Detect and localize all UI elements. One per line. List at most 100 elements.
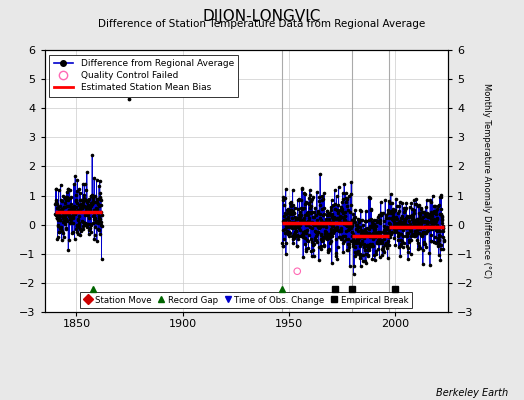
Point <box>95 195 104 202</box>
Point <box>288 210 297 217</box>
Point <box>386 221 395 227</box>
Point <box>385 242 394 248</box>
Point <box>431 220 439 226</box>
Point <box>315 244 323 251</box>
Point <box>291 229 300 236</box>
Point <box>302 222 310 228</box>
Point <box>377 239 385 246</box>
Point <box>422 228 431 235</box>
Point <box>302 220 311 226</box>
Legend: Station Move, Record Gap, Time of Obs. Change, Empirical Break: Station Move, Record Gap, Time of Obs. C… <box>80 292 412 308</box>
Point <box>433 226 442 232</box>
Point <box>433 206 441 212</box>
Point <box>329 215 337 221</box>
Point <box>58 228 66 234</box>
Point <box>315 194 323 200</box>
Point <box>329 230 337 236</box>
Point <box>342 236 351 242</box>
Point <box>343 247 351 254</box>
Point <box>421 241 429 247</box>
Point <box>93 196 102 202</box>
Point <box>74 207 83 214</box>
Point <box>399 224 407 231</box>
Point <box>288 215 296 221</box>
Point <box>298 185 307 191</box>
Point <box>328 211 336 217</box>
Point <box>381 197 389 203</box>
Point <box>438 206 446 212</box>
Point <box>77 201 85 207</box>
Point <box>357 208 365 214</box>
Point <box>293 206 302 213</box>
Point <box>348 229 356 236</box>
Point <box>350 238 358 244</box>
Point <box>311 205 320 211</box>
Point <box>370 224 378 231</box>
Point <box>73 200 81 206</box>
Point <box>281 218 289 224</box>
Point <box>313 188 321 195</box>
Point <box>285 210 293 217</box>
Point <box>324 219 333 226</box>
Point <box>328 223 336 230</box>
Point <box>308 253 316 259</box>
Point <box>300 229 309 236</box>
Point <box>351 214 359 220</box>
Point <box>404 214 412 220</box>
Point <box>372 217 380 224</box>
Point <box>427 209 435 216</box>
Point <box>291 233 299 240</box>
Point <box>292 216 301 223</box>
Point <box>403 230 412 236</box>
Point <box>60 234 68 240</box>
Point <box>336 215 345 221</box>
Point <box>388 200 396 206</box>
Point <box>72 198 80 204</box>
Point <box>433 228 441 234</box>
Point <box>341 208 349 215</box>
Point <box>395 208 403 214</box>
Point <box>279 201 288 208</box>
Point <box>340 181 348 187</box>
Point <box>365 194 373 201</box>
Point <box>414 203 422 210</box>
Point <box>430 216 438 222</box>
Point <box>379 210 387 216</box>
Point <box>344 241 353 247</box>
Point <box>382 215 390 222</box>
Point <box>92 205 100 212</box>
Point <box>379 229 387 236</box>
Point <box>59 219 67 225</box>
Point <box>403 213 411 219</box>
Point <box>361 226 369 233</box>
Point <box>369 252 378 258</box>
Point <box>374 240 383 246</box>
Point <box>60 214 68 220</box>
Point <box>319 223 328 230</box>
Text: Berkeley Earth: Berkeley Earth <box>436 388 508 398</box>
Point <box>280 236 288 242</box>
Point <box>89 199 97 205</box>
Point <box>295 196 303 202</box>
Point <box>401 225 410 231</box>
Point <box>366 234 375 240</box>
Point <box>96 219 105 225</box>
Point <box>79 202 87 208</box>
Point <box>299 234 307 240</box>
Point <box>386 224 394 231</box>
Text: DIJON-LONGVIC: DIJON-LONGVIC <box>203 9 321 24</box>
Point <box>309 221 318 227</box>
Point <box>375 218 384 224</box>
Point <box>325 234 333 241</box>
Point <box>95 178 104 184</box>
Point <box>283 228 291 234</box>
Point <box>61 194 70 200</box>
Point <box>357 234 365 240</box>
Point <box>408 232 417 239</box>
Point <box>307 198 315 204</box>
Point <box>91 208 100 214</box>
Point <box>85 205 93 212</box>
Point <box>403 230 412 236</box>
Point <box>376 240 385 246</box>
Point <box>286 223 294 230</box>
